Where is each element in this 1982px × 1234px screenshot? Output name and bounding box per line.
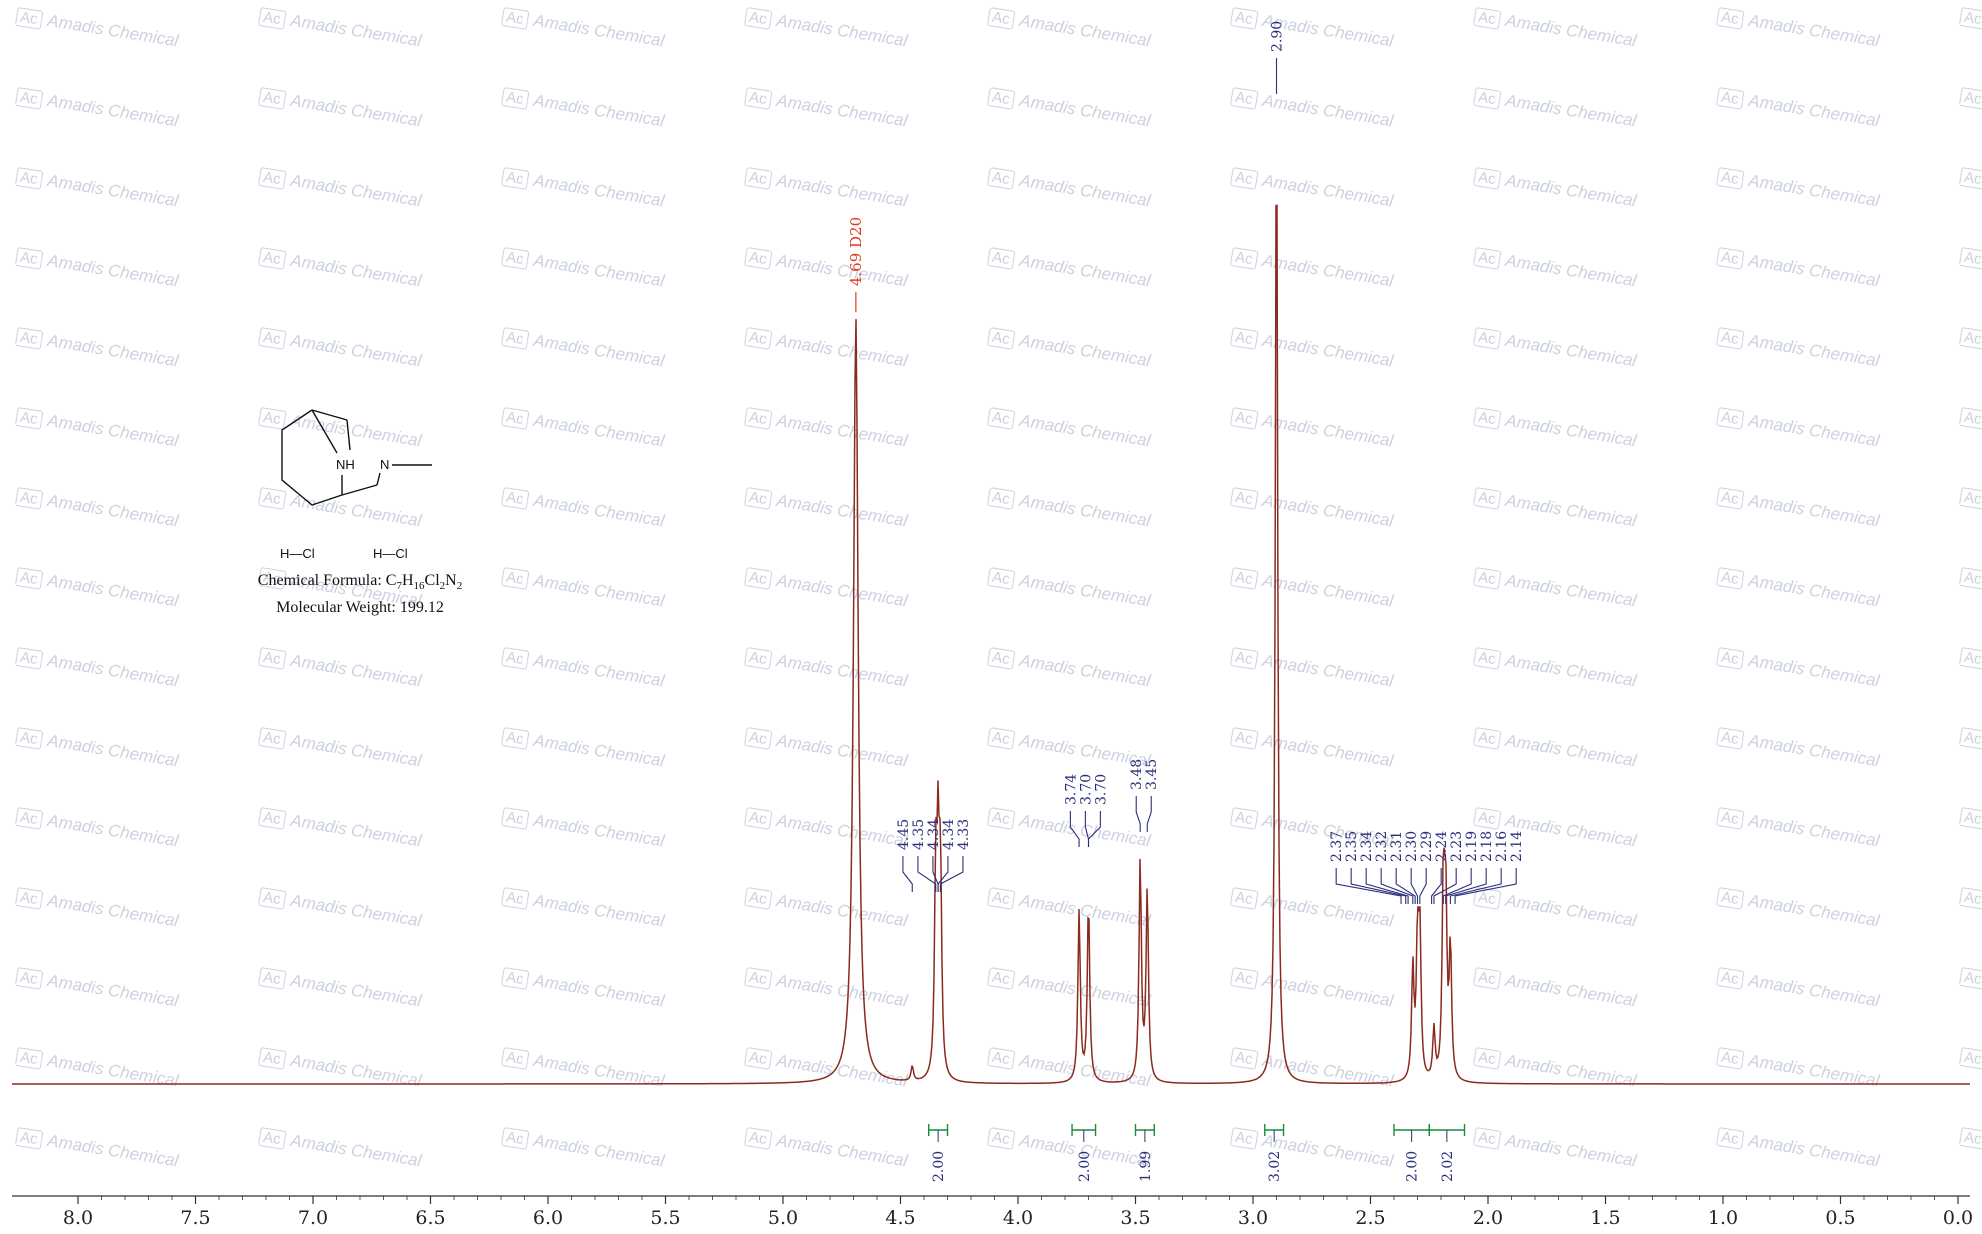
x-tick-label: 5.0 xyxy=(768,1207,798,1229)
peak-label-connector xyxy=(1433,868,1457,904)
x-tick-label: 6.5 xyxy=(415,1207,445,1229)
formula-element: N xyxy=(445,572,457,589)
peak-label-connector xyxy=(1380,868,1414,904)
peak-label-connector xyxy=(1445,868,1487,904)
peak-label: 4.35 xyxy=(911,819,927,850)
peak-label: 2.35 xyxy=(1344,831,1360,862)
peak-label: 3.74 xyxy=(1063,774,1079,805)
peak-label-connector xyxy=(1350,868,1407,904)
x-tick-label: 4.5 xyxy=(885,1207,915,1229)
integral-value: 2.00 xyxy=(1405,1151,1421,1182)
formula-subscript: 2 xyxy=(439,580,446,593)
peak-label: 2.32 xyxy=(1374,831,1390,862)
x-tick-label: 7.5 xyxy=(180,1207,210,1229)
atom-nh-label: NH xyxy=(336,457,355,472)
peak-label-connector xyxy=(917,856,937,892)
x-tick-label: 3.5 xyxy=(1120,1207,1150,1229)
formula-subscript: 2 xyxy=(456,580,463,593)
peak-label-connector xyxy=(1454,868,1517,904)
x-tick-label: 2.5 xyxy=(1355,1207,1385,1229)
x-tick-label: 1.5 xyxy=(1590,1207,1620,1229)
peak-label: 2.14 xyxy=(1509,831,1525,862)
x-tick-label: 5.5 xyxy=(650,1207,680,1229)
peak-label: 2.16 xyxy=(1494,831,1510,862)
formula-subscript: 7 xyxy=(396,580,402,593)
integral-value: 1.99 xyxy=(1138,1151,1154,1182)
spectrum-trace xyxy=(12,204,1970,1085)
formula-element: Cl xyxy=(424,572,440,589)
peak-label-connector xyxy=(1410,868,1419,904)
peak-label: 3.70 xyxy=(1078,774,1094,805)
atom-n-label: N xyxy=(380,457,389,472)
x-tick-label: 4.0 xyxy=(1003,1207,1033,1229)
x-tick-label: 6.0 xyxy=(533,1207,563,1229)
integral-value: 2.00 xyxy=(1077,1151,1093,1182)
peak-label-connector xyxy=(937,856,949,892)
peak-label-connector xyxy=(1449,868,1502,904)
integral-value: 2.02 xyxy=(1440,1151,1456,1182)
peak-label-connector xyxy=(1146,796,1152,832)
peak-label: 2.34 xyxy=(1359,831,1375,862)
chemical-formula: Chemical Formula: C7H16Cl2N2 xyxy=(257,572,463,593)
integral-value: 3.02 xyxy=(1267,1151,1283,1182)
x-tick-label: 3.0 xyxy=(1238,1207,1268,1229)
peak-label: 2.19 xyxy=(1464,831,1480,862)
x-tick-label: 8.0 xyxy=(63,1207,93,1229)
hcl-label-2: H—Cl xyxy=(373,546,408,561)
peak-label: 2.24 xyxy=(1434,831,1450,862)
x-tick-label: 7.0 xyxy=(298,1207,328,1229)
peak-label: 2.29 xyxy=(1419,831,1435,862)
peak-label: 4.34 xyxy=(941,819,957,850)
peak-label: 4.34 xyxy=(926,819,942,850)
x-tick-label: 0.0 xyxy=(1943,1207,1973,1229)
peak-label-connector xyxy=(1419,868,1427,904)
peak-label: 2.18 xyxy=(1479,831,1495,862)
hcl-label-1: H—Cl xyxy=(280,546,315,561)
molecular-weight: Molecular Weight: 199.12 xyxy=(276,599,444,617)
peak-label-connector xyxy=(939,856,964,892)
peak-label-connector xyxy=(1395,868,1416,904)
integral-value: 2.00 xyxy=(931,1151,947,1182)
compound-info: Chemical Formula: C7H16Cl2N2 Molecular W… xyxy=(200,570,520,619)
formula-element: H xyxy=(401,572,414,589)
peak-label: 2.23 xyxy=(1449,831,1465,862)
peak-label: 3.70 xyxy=(1093,774,1109,805)
peak-label: 4.45 xyxy=(896,819,912,850)
peak-label-connector xyxy=(1135,796,1141,832)
peak-label-connector xyxy=(1365,868,1409,904)
formula-element: C xyxy=(385,572,397,589)
x-tick-label: 1.0 xyxy=(1708,1207,1738,1229)
peak-label: 2.30 xyxy=(1404,831,1420,862)
solvent-peak-label: 4.69 D20 xyxy=(847,217,865,286)
peak-label: 2.31 xyxy=(1389,831,1405,862)
peak-label: 2.90 xyxy=(1270,21,1286,52)
peak-label: 4.33 xyxy=(956,819,972,850)
x-tick-label: 2.0 xyxy=(1473,1207,1503,1229)
peak-label-connector xyxy=(1431,868,1442,904)
x-tick-label: 0.5 xyxy=(1825,1207,1855,1229)
peak-label-connector xyxy=(1069,811,1080,847)
peak-label-connector xyxy=(1087,811,1101,847)
peak-label: 2.37 xyxy=(1329,831,1345,862)
peak-label-connector xyxy=(902,856,913,892)
peak-label: 3.48 xyxy=(1129,759,1145,790)
peak-label-connector xyxy=(1335,868,1402,904)
peak-label-connector xyxy=(1442,868,1472,904)
peak-label: 3.45 xyxy=(1144,759,1160,790)
formula-subscript: 16 xyxy=(413,580,425,593)
